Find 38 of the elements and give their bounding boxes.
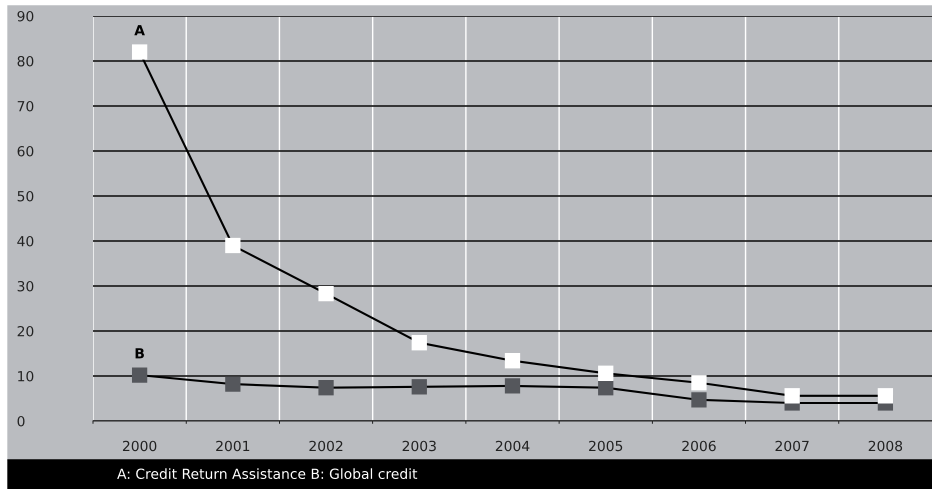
y-tick-label: 60 (18, 146, 34, 156)
x-tick-label: 2000 (122, 440, 156, 452)
y-tick-label: 10 (18, 370, 34, 382)
y-tick-label: 80 (18, 56, 34, 66)
point (878, 388, 894, 404)
y-tick-label: 0 (18, 416, 25, 426)
y-tick-label: 90 (17, 10, 34, 22)
point (412, 379, 427, 394)
point (225, 376, 240, 392)
point (691, 392, 707, 408)
y-tick-label: 40 (17, 236, 34, 246)
point (784, 388, 800, 404)
point (598, 380, 614, 396)
point (691, 375, 707, 390)
point (132, 44, 148, 60)
x-tick-label: 2001 (216, 440, 250, 452)
point (504, 378, 520, 394)
y-tick-label: 30 (18, 280, 34, 292)
point (598, 366, 614, 381)
x-tick-label: 2008 (868, 440, 902, 452)
text: A: Credit Return Assistance B: Global credit (117, 468, 418, 480)
x-tick-label: 2004 (496, 440, 530, 452)
x-tick-label: 2003 (402, 440, 436, 452)
x-tick-label: 2007 (776, 440, 809, 452)
point (225, 238, 240, 254)
point (132, 367, 148, 383)
point (504, 353, 520, 368)
point (412, 335, 427, 350)
x-tick-label: 2005 (589, 440, 622, 452)
y-tick-label: 70 (18, 100, 34, 112)
y-tick-label: 50 (18, 190, 34, 202)
point (318, 286, 334, 302)
x-tick-label: 2002 (309, 440, 342, 452)
point (318, 380, 334, 396)
series-label: B (136, 348, 144, 358)
series-label: A (134, 25, 145, 36)
x-tick-label: 2006 (682, 440, 716, 452)
y-tick-label: 20 (18, 326, 34, 336)
